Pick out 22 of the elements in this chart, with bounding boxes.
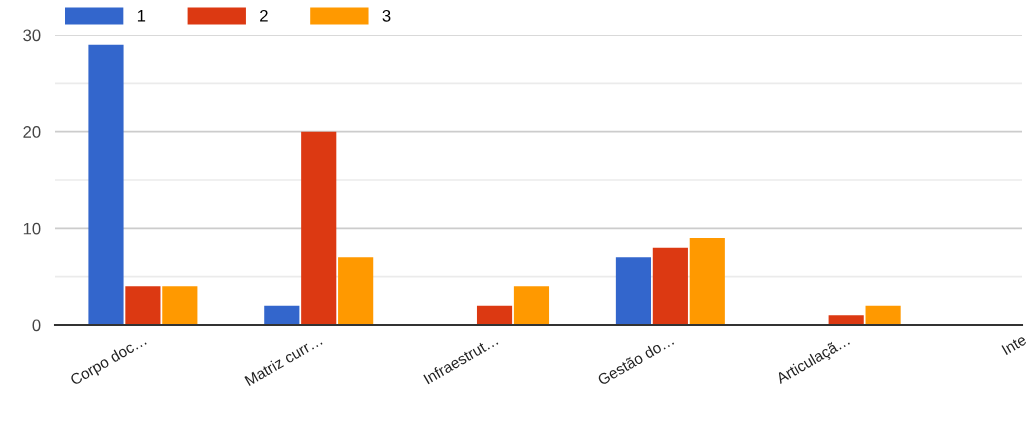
bar — [865, 305, 901, 325]
bar — [125, 286, 161, 325]
bar — [513, 286, 550, 325]
y-tick-label: 20 — [23, 126, 41, 138]
bar — [301, 131, 337, 325]
bar — [88, 44, 124, 325]
bar — [338, 257, 374, 325]
y-tick-label: 10 — [23, 222, 41, 235]
x-tick-label: Inte — [1001, 334, 1027, 356]
x-tick-label: Corpo doc… — [69, 334, 149, 389]
bar — [476, 305, 513, 325]
y-tick-label: 0 — [32, 319, 41, 332]
legend-label: 1 — [137, 10, 146, 22]
bar — [615, 257, 652, 325]
legend-label: 2 — [260, 9, 268, 22]
bar — [652, 247, 688, 325]
legend-label: 3 — [382, 9, 391, 22]
bar — [689, 238, 725, 325]
bar — [162, 286, 198, 325]
bar — [828, 315, 864, 325]
y-tick-label: 30 — [23, 29, 41, 42]
bar — [264, 305, 300, 325]
